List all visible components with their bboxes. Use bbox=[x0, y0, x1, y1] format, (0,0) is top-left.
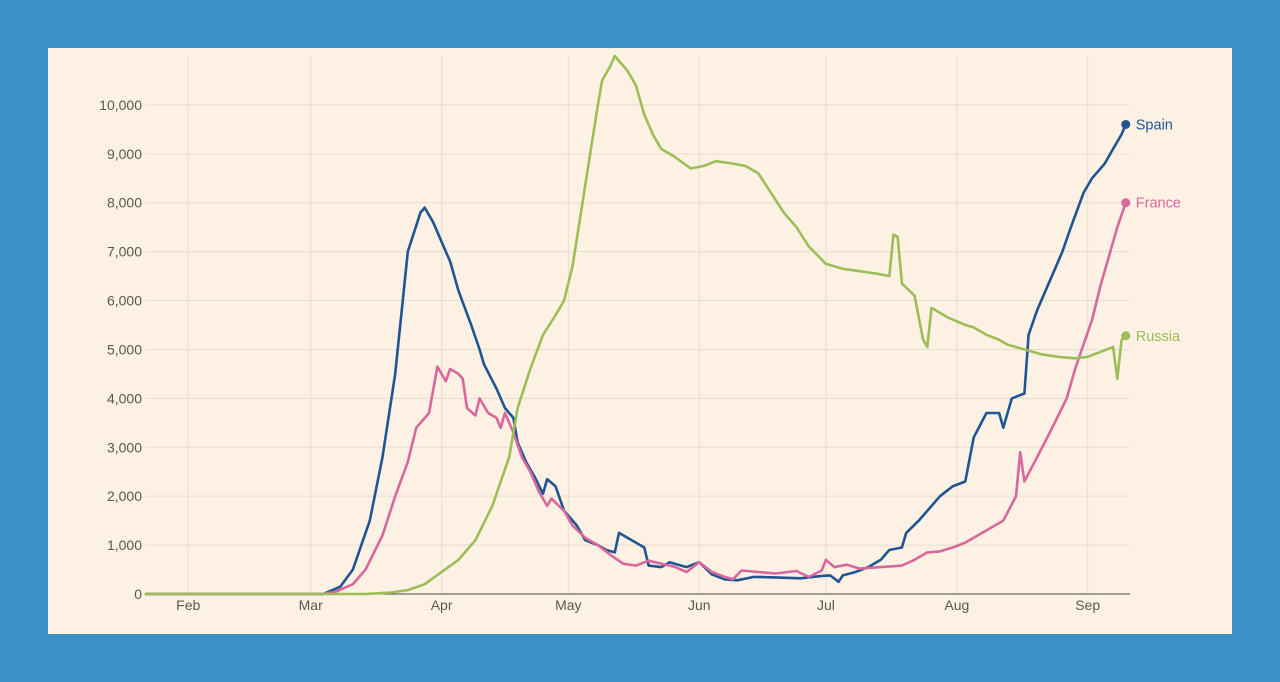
series-line-spain bbox=[144, 123, 1128, 596]
y-tick-label: 9,000 bbox=[107, 146, 142, 162]
y-tick-label: 0 bbox=[134, 586, 142, 602]
x-tick-label: Jul bbox=[817, 597, 835, 613]
series-lines bbox=[144, 54, 1128, 596]
y-tick-label: 1,000 bbox=[107, 537, 142, 553]
series-end-dot-spain bbox=[1121, 119, 1131, 129]
x-tick-label: Mar bbox=[299, 597, 323, 613]
y-axis-ticks: 0 1,000 2,000 3,000 4,000 5,000 6,000 7,000 8,00… bbox=[99, 97, 142, 602]
y-tick-label: 4,000 bbox=[107, 390, 142, 406]
y-tick-label: 5,000 bbox=[107, 341, 142, 357]
series-end-labels: Spain France Russia bbox=[1121, 117, 1181, 345]
series-label-spain: Spain bbox=[1136, 117, 1173, 133]
x-tick-label: Sep bbox=[1075, 597, 1100, 613]
series-line-russia bbox=[144, 54, 1128, 596]
x-tick-label: May bbox=[555, 597, 581, 613]
series-label-russia: Russia bbox=[1136, 329, 1181, 345]
x-tick-label: Aug bbox=[944, 597, 969, 613]
line-chart: 0 1,000 2,000 3,000 4,000 5,000 6,000 7,000 8,00… bbox=[99, 54, 1181, 613]
x-tick-label: Apr bbox=[431, 597, 453, 613]
chart-panel: 0 1,000 2,000 3,000 4,000 5,000 6,000 7,000 8,00… bbox=[48, 48, 1232, 634]
x-axis-ticks: Feb Mar Apr May Jun Jul Aug Sep bbox=[176, 597, 1100, 613]
y-tick-label: 6,000 bbox=[107, 293, 142, 309]
y-tick-label: 10,000 bbox=[99, 97, 142, 113]
series-end-dot-russia bbox=[1121, 331, 1131, 341]
y-tick-label: 3,000 bbox=[107, 439, 142, 455]
y-tick-label: 2,000 bbox=[107, 488, 142, 504]
x-tick-label: Feb bbox=[176, 597, 200, 613]
series-label-france: France bbox=[1136, 196, 1181, 212]
x-tick-label: Jun bbox=[688, 597, 711, 613]
gridlines bbox=[146, 56, 1130, 594]
y-tick-label: 8,000 bbox=[107, 195, 142, 211]
series-end-dot-france bbox=[1121, 198, 1131, 208]
y-tick-label: 7,000 bbox=[107, 244, 142, 260]
series-line-france bbox=[144, 201, 1128, 596]
